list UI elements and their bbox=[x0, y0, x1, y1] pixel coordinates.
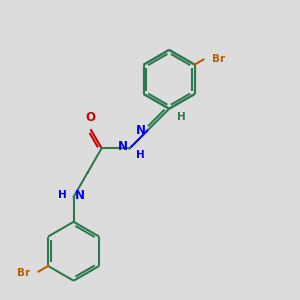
Text: N: N bbox=[75, 189, 85, 202]
Text: Br: Br bbox=[212, 54, 225, 64]
Text: H: H bbox=[136, 150, 145, 160]
Text: O: O bbox=[85, 111, 96, 124]
Text: N: N bbox=[136, 124, 146, 136]
Text: H: H bbox=[176, 112, 185, 122]
Text: N: N bbox=[118, 140, 128, 153]
Text: Br: Br bbox=[17, 268, 31, 278]
Text: H: H bbox=[58, 190, 67, 200]
